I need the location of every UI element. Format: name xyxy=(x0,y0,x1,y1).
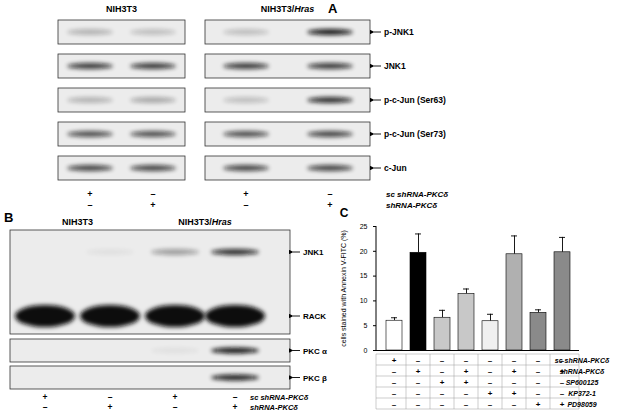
svg-text:p-c-Jun (Ser73): p-c-Jun (Ser73) xyxy=(384,129,446,139)
svg-text:–: – xyxy=(536,389,541,398)
svg-text:sc shRNA-PKCδ: sc shRNA-PKCδ xyxy=(250,393,309,402)
svg-text:JNK1: JNK1 xyxy=(303,248,324,257)
svg-text:shRNA-PKCδ: shRNA-PKCδ xyxy=(560,368,605,375)
svg-text:+: + xyxy=(416,367,421,376)
svg-text:–: – xyxy=(440,356,445,365)
svg-text:–: – xyxy=(440,400,445,409)
svg-text:+: + xyxy=(440,378,445,387)
svg-text:+: + xyxy=(43,392,48,402)
svg-text:–: – xyxy=(488,378,493,387)
svg-text:–: – xyxy=(108,392,113,402)
svg-text:–: – xyxy=(392,400,397,409)
svg-text:+: + xyxy=(536,400,541,409)
svg-text:NIH3T3: NIH3T3 xyxy=(62,217,93,227)
svg-text:–: – xyxy=(560,389,565,398)
svg-text:+: + xyxy=(173,392,178,402)
svg-text:5: 5 xyxy=(364,322,368,329)
svg-text:–: – xyxy=(416,356,421,365)
svg-text:–: – xyxy=(488,367,493,376)
svg-text:–: – xyxy=(173,402,178,412)
svg-text:KP372-1: KP372-1 xyxy=(568,390,596,397)
svg-text:–: – xyxy=(43,402,48,412)
svg-text:p-c-Jun (Ser63): p-c-Jun (Ser63) xyxy=(384,95,446,105)
svg-text:–: – xyxy=(243,200,248,210)
svg-text:PD98059: PD98059 xyxy=(567,401,596,408)
svg-text:–: – xyxy=(150,189,155,199)
svg-text:–: – xyxy=(416,389,421,398)
svg-text:20: 20 xyxy=(360,248,368,255)
svg-text:+: + xyxy=(108,402,113,412)
svg-text:15: 15 xyxy=(360,272,368,279)
svg-text:cells stained with Annexin V-F: cells stained with Annexin V-FITC (%) xyxy=(340,230,348,347)
svg-text:–: – xyxy=(416,400,421,409)
svg-text:–: – xyxy=(440,389,445,398)
svg-text:p-JNK1: p-JNK1 xyxy=(384,27,414,37)
svg-text:+: + xyxy=(392,356,397,365)
svg-text:–: – xyxy=(392,389,397,398)
svg-text:–: – xyxy=(464,400,469,409)
svg-text:A: A xyxy=(328,1,338,16)
svg-text:0: 0 xyxy=(364,347,368,354)
svg-text:–: – xyxy=(233,392,238,402)
svg-text:–: – xyxy=(512,356,517,365)
svg-text:–: – xyxy=(536,356,541,365)
svg-text:–: – xyxy=(464,389,469,398)
svg-text:–: – xyxy=(512,378,517,387)
svg-text:–: – xyxy=(488,356,493,365)
svg-text:+: + xyxy=(464,367,469,376)
svg-text:sc shRNA-PKCδ: sc shRNA-PKCδ xyxy=(386,190,448,199)
svg-text:–: – xyxy=(464,356,469,365)
svg-text:c-Jun: c-Jun xyxy=(384,163,407,173)
svg-text:NIH3T3/Hras: NIH3T3/Hras xyxy=(178,217,232,227)
svg-text:shRNA-PKCδ: shRNA-PKCδ xyxy=(386,201,437,210)
svg-text:–: – xyxy=(416,378,421,387)
svg-text:+: + xyxy=(512,367,517,376)
svg-text:PKC α: PKC α xyxy=(303,347,327,356)
svg-text:+: + xyxy=(233,402,238,412)
svg-text:PKC β: PKC β xyxy=(303,374,327,383)
svg-text:–: – xyxy=(512,400,517,409)
svg-text:+: + xyxy=(512,389,517,398)
svg-text:C: C xyxy=(340,206,349,220)
svg-text:JNK1: JNK1 xyxy=(384,61,406,71)
svg-text:NIH3T3/Hras: NIH3T3/Hras xyxy=(261,4,315,14)
svg-text:–: – xyxy=(488,400,493,409)
svg-text:RACK: RACK xyxy=(303,312,326,321)
svg-text:–: – xyxy=(87,200,92,210)
svg-text:10: 10 xyxy=(360,297,368,304)
svg-text:+: + xyxy=(560,400,565,409)
svg-text:–: – xyxy=(392,378,397,387)
svg-text:–: – xyxy=(560,378,565,387)
svg-text:–: – xyxy=(536,367,541,376)
svg-text:+: + xyxy=(327,200,332,210)
svg-text:SP600125: SP600125 xyxy=(566,379,599,386)
svg-text:–: – xyxy=(327,189,332,199)
svg-text:+: + xyxy=(464,378,469,387)
svg-text:–: – xyxy=(536,378,541,387)
svg-text:+: + xyxy=(150,200,155,210)
svg-text:+: + xyxy=(87,189,92,199)
svg-text:25: 25 xyxy=(360,223,368,230)
svg-text:shRNA-PKCδ: shRNA-PKCδ xyxy=(250,403,298,412)
svg-text:–: – xyxy=(392,367,397,376)
svg-text:+: + xyxy=(243,189,248,199)
svg-text:sc shRNA-PKCδ: sc shRNA-PKCδ xyxy=(555,357,610,364)
svg-text:B: B xyxy=(4,210,13,225)
svg-text:NIH3T3: NIH3T3 xyxy=(106,4,137,14)
svg-text:–: – xyxy=(440,367,445,376)
svg-text:+: + xyxy=(488,389,493,398)
